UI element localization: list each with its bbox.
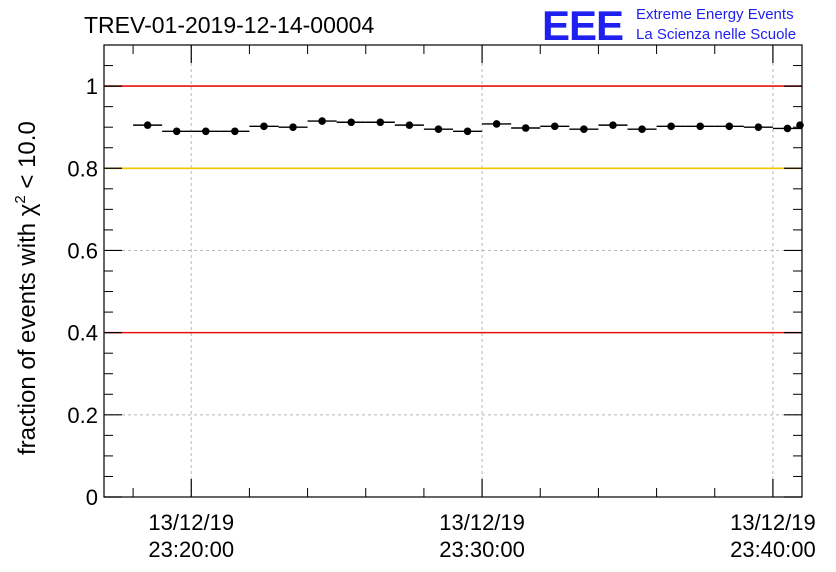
data-point [347, 118, 356, 127]
data-point [521, 124, 530, 132]
data-point [201, 127, 210, 136]
y-tick-label: 0.6 [67, 238, 98, 263]
logo-line-2: La Scienza nelle Scuole [636, 26, 796, 43]
y-tick-label: 0.2 [67, 403, 98, 428]
reference-lines [104, 85, 802, 334]
data-point [376, 118, 385, 127]
y-tick-label: 0.8 [67, 156, 98, 181]
plot-frame [103, 44, 803, 498]
x-tick-time-label: 23:30:00 [439, 537, 525, 562]
data-point [754, 123, 763, 131]
x-tick-date-label: 13/12/19 [148, 510, 234, 535]
chart-title: TREV-01-2019-12-14-00004 [84, 12, 374, 38]
data-point [580, 125, 588, 134]
y-axis-label: fraction of events with χ2 < 10.0 [12, 121, 41, 455]
data-point [405, 121, 414, 129]
data-point [260, 122, 268, 131]
data-point [550, 122, 559, 131]
data-point [231, 127, 239, 136]
eee-logo: EEE Extreme Energy Events La Scienza nel… [542, 2, 796, 49]
tick-labels: 00.20.40.60.8113/12/1923:20:0013/12/1923… [67, 74, 815, 562]
data-point [796, 121, 804, 129]
x-tick-time-label: 23:40:00 [730, 537, 816, 562]
data-point [638, 125, 646, 134]
data-point [492, 120, 501, 128]
data-point [318, 117, 326, 125]
data-point [667, 122, 675, 131]
data-point [143, 121, 152, 129]
data-point [289, 123, 297, 131]
data-point [725, 122, 734, 131]
data-point [463, 127, 472, 136]
data-point [609, 121, 617, 129]
y-tick-label: 0 [86, 485, 98, 510]
data-point [783, 124, 792, 133]
x-tick-date-label: 13/12/19 [730, 510, 816, 535]
y-tick-label: 1 [86, 74, 98, 99]
data-point [434, 125, 443, 134]
data-point [696, 122, 705, 131]
data-point [172, 127, 181, 136]
logo-line-1: Extreme Energy Events [636, 6, 794, 23]
x-tick-date-label: 13/12/19 [439, 510, 525, 535]
x-tick-time-label: 23:20:00 [148, 537, 234, 562]
axis-ticks [104, 45, 802, 498]
data-points [133, 117, 804, 136]
eee-logo-mark: EEE [542, 2, 623, 49]
grid-layer [104, 45, 802, 497]
y-tick-label: 0.4 [67, 321, 98, 346]
